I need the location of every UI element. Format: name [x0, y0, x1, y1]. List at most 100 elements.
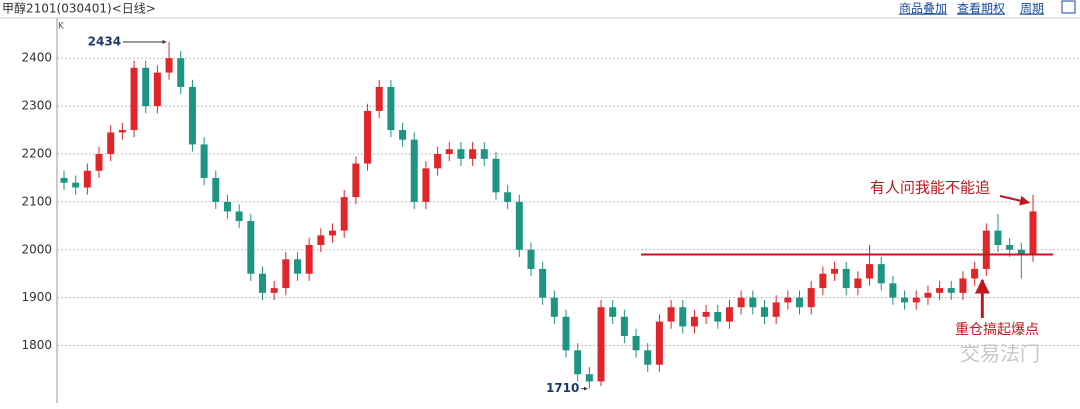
toolbar-link[interactable]: 查看期权 [957, 2, 1005, 16]
candle-body [504, 192, 512, 202]
candle-body [982, 230, 990, 269]
candle-body [95, 153, 103, 171]
candle-body [387, 86, 395, 131]
candle-body [690, 316, 698, 327]
max-label: 2434 [88, 34, 121, 48]
candle-body [177, 58, 185, 87]
candle-body [819, 273, 827, 289]
toggle-button[interactable] [1061, 0, 1076, 14]
candle-body [550, 297, 558, 317]
y-label: K [58, 22, 65, 32]
candle-body [72, 182, 80, 188]
candle-body [936, 288, 944, 293]
toolbar-link[interactable]: 周期 [1020, 2, 1044, 16]
candle-body [480, 149, 488, 159]
candle-body [597, 307, 605, 382]
candle-body [1017, 249, 1025, 255]
candle-body [188, 86, 196, 145]
candle-body [527, 249, 535, 269]
candle-body [247, 221, 255, 274]
candle-body [749, 297, 757, 308]
candle-body [270, 288, 278, 293]
y-tick-label: 2100 [21, 194, 52, 208]
candle-body [515, 201, 523, 250]
candle-body [223, 201, 231, 212]
candle-body [469, 149, 477, 159]
candle-body [655, 321, 663, 365]
candle-body [854, 278, 862, 289]
candle-body [760, 307, 768, 317]
candle-body [107, 132, 115, 154]
min-label: 1710 [546, 381, 579, 395]
candle-body [702, 312, 710, 317]
y-tick-label: 2400 [21, 51, 52, 65]
candle-body [364, 110, 372, 164]
candle-body [796, 297, 804, 308]
candle-body [842, 268, 850, 289]
candle-body [399, 130, 407, 140]
candle-body [422, 168, 430, 202]
chart-title: 甲醇2101(030401)<日线> [2, 1, 156, 16]
y-tick-label: 1900 [21, 290, 52, 304]
candle-body [889, 283, 897, 298]
candle-body [725, 307, 733, 322]
candle-body [293, 259, 301, 274]
candle-body [831, 268, 839, 274]
candle-body [212, 177, 220, 202]
y-tick-label: 2300 [21, 99, 52, 113]
candle-body [352, 163, 360, 198]
candle-body [901, 297, 909, 303]
candle-body [200, 144, 208, 178]
candle-body [258, 273, 266, 293]
candle-body [317, 235, 325, 245]
candle-body [329, 230, 337, 236]
candle-body [375, 86, 383, 111]
candle-body [492, 158, 500, 193]
candle-body [959, 278, 967, 293]
candle-body [772, 302, 780, 317]
annotation: 有人问我能不能追 [870, 179, 990, 197]
candle-body [457, 149, 465, 159]
candle-body [994, 230, 1002, 245]
candle-body [737, 297, 745, 308]
candle-body [912, 297, 920, 303]
y-tick-label: 1800 [21, 338, 52, 352]
candle-body [947, 288, 955, 293]
candle-body [667, 307, 675, 322]
candle-body [282, 259, 290, 289]
candle-body [632, 335, 640, 351]
candle-body [1029, 211, 1037, 255]
candle-body [142, 67, 150, 107]
candle-body [866, 264, 874, 279]
candle-body [971, 268, 979, 279]
candle-body [153, 72, 161, 107]
candle-body [562, 316, 570, 351]
watermark: 交易法门 [960, 342, 1040, 366]
candle-body [130, 67, 138, 131]
candle-body [1006, 244, 1014, 250]
candle-body [235, 211, 243, 222]
toolbar-link[interactable]: 商品叠加 [899, 1, 947, 16]
y-tick-label: 2200 [21, 146, 52, 160]
y-tick-label: 2000 [21, 242, 52, 256]
candle-body [60, 177, 68, 183]
candle-body [305, 244, 313, 274]
candle-body [165, 58, 173, 73]
candle-body [644, 350, 652, 365]
candle-body [877, 264, 885, 284]
candle-body [585, 374, 593, 382]
candle-body [784, 297, 792, 303]
candle-body [924, 292, 932, 298]
candle-body [714, 312, 722, 322]
candle-body [340, 197, 348, 231]
candle-body [434, 153, 442, 169]
candle-body [83, 170, 91, 188]
candle-body [118, 130, 126, 133]
candle-body [620, 316, 628, 336]
candle-body [410, 139, 418, 202]
candle-body [807, 288, 815, 308]
candle-body [445, 149, 453, 154]
candle-body [679, 307, 687, 327]
